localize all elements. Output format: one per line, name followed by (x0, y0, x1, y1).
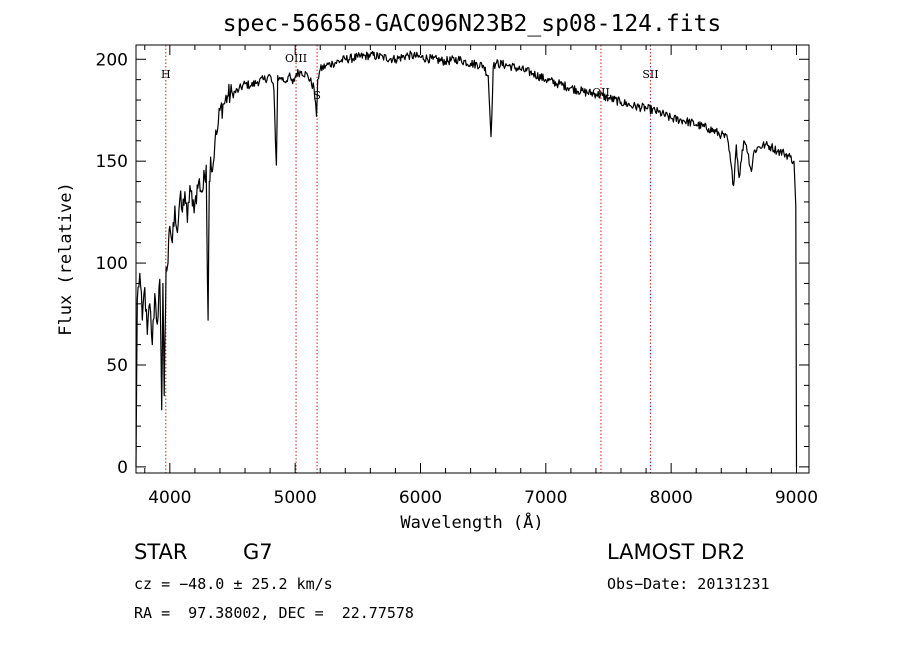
y-tick-label: 150 (96, 152, 128, 172)
y-tick-label: 100 (96, 254, 128, 274)
y-axis-label: Flux (relative) (56, 182, 76, 336)
y-axis-ticks: 0 50 100 150 200 (96, 50, 809, 478)
spectral-line-label: SII (642, 68, 658, 81)
x-tick-label: 6000 (399, 488, 442, 508)
plot-frame (135, 44, 810, 474)
x-axis-label: Wavelength (Å) (400, 511, 543, 533)
redshift-velocity: cz = −48.0 ± 25.2 km/s (134, 575, 333, 593)
spectrum-line (135, 50, 798, 467)
x-tick-label: 8000 (650, 488, 693, 508)
observation-date: Obs−Date: 20131231 (607, 575, 770, 593)
y-tick-label: 50 (106, 356, 128, 376)
spectral-line-label: OIII (285, 52, 307, 65)
x-tick-label: 7000 (524, 488, 567, 508)
x-tick-label: 9000 (775, 488, 818, 508)
y-tick-label: 200 (96, 50, 128, 70)
y-tick-label: 0 (117, 458, 128, 478)
x-tick-label: 4000 (148, 488, 191, 508)
spectral-line-label: H (161, 68, 171, 81)
object-subclass: G7 (243, 540, 273, 564)
chart-title: spec-56658-GAC096N23B2_sp08-124.fits (223, 11, 722, 37)
x-axis-ticks: 4000 5000 6000 7000 8000 9000 (144, 45, 818, 508)
object-class: STAR (134, 540, 188, 564)
survey-name: LAMOST DR2 (607, 540, 746, 564)
x-tick-label: 5000 (274, 488, 317, 508)
sky-coordinates: RA = 97.38002, DEC = 22.77578 (134, 604, 414, 622)
